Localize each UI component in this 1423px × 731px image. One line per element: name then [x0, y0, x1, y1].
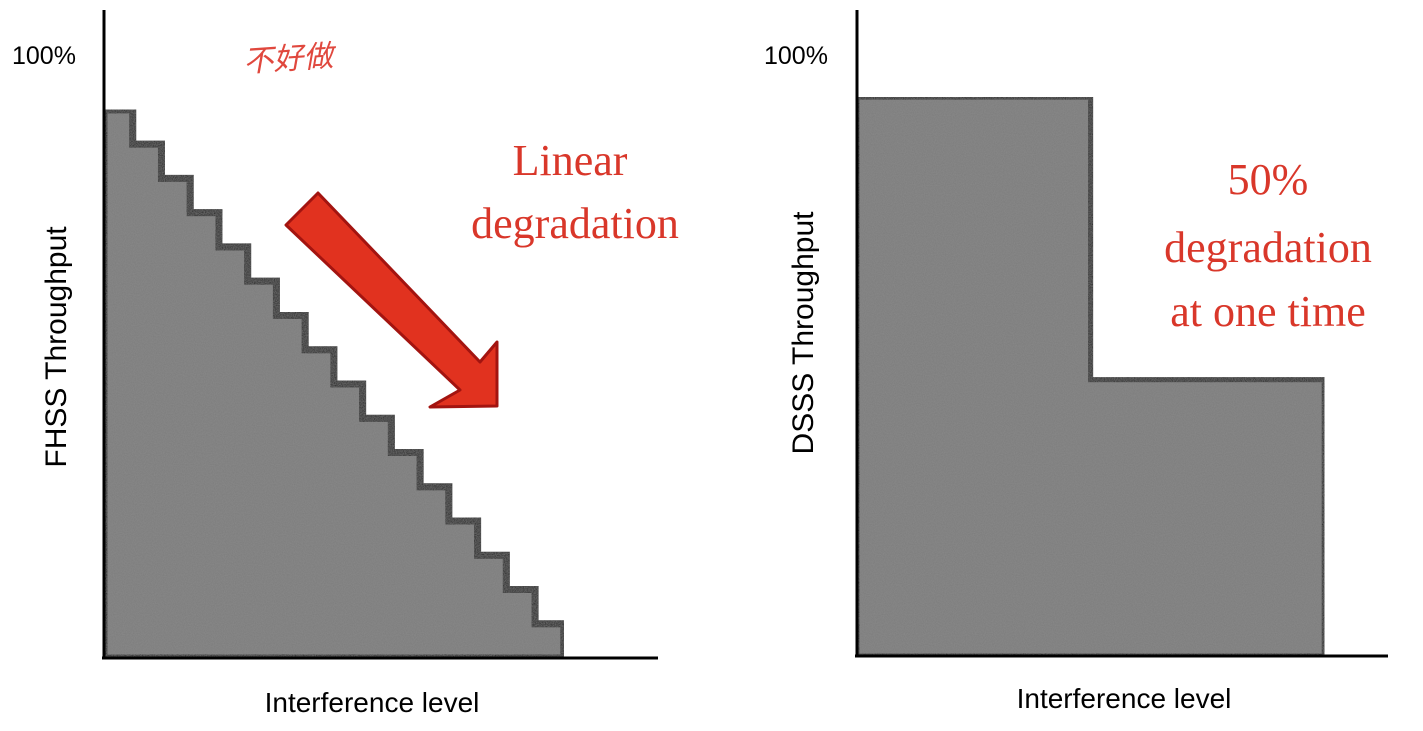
dsss-ylabel: DSSS Throughput: [787, 211, 820, 455]
fhss-annotation-line2: degradation: [471, 199, 679, 248]
degradation-arrow: [284, 191, 499, 409]
dsss-ytick-100: 100%: [764, 42, 828, 70]
handwritten-note: 不好做: [242, 40, 338, 79]
fhss-chart: 100% FHSS Throughput Interference level …: [12, 10, 679, 718]
dsss-chart: 100% DSSS Throughput Interference level …: [764, 10, 1388, 714]
dsss-xlabel: Interference level: [1017, 683, 1232, 714]
fhss-ylabel: FHSS Throughput: [40, 226, 73, 468]
fhss-annotation-line1: Linear: [513, 136, 628, 185]
fhss-ytick-100: 100%: [12, 42, 76, 70]
dsss-annotation-line2: degradation: [1164, 223, 1372, 272]
dsss-annotation-line3: at one time: [1170, 287, 1366, 336]
fhss-throughput-area: [100, 106, 568, 662]
dsss-annotation-line1: 50%: [1228, 155, 1309, 204]
fhss-xlabel: Interference level: [265, 687, 480, 718]
